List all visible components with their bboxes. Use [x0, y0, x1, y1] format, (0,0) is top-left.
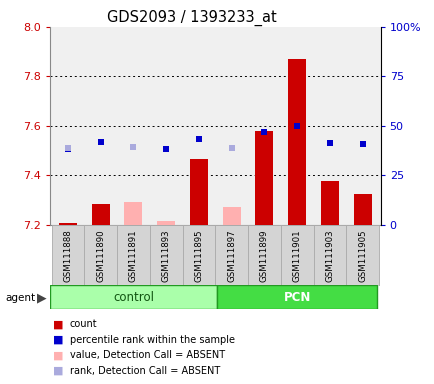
Bar [215, 225, 247, 286]
Bar [345, 225, 378, 286]
Text: GSM111897: GSM111897 [227, 229, 236, 282]
Text: GSM111899: GSM111899 [260, 229, 268, 281]
Bar [124, 202, 142, 225]
Text: GSM111890: GSM111890 [96, 229, 105, 282]
Text: GSM111895: GSM111895 [194, 229, 203, 282]
Text: GSM111903: GSM111903 [325, 229, 334, 282]
Text: percentile rank within the sample: percentile rank within the sample [69, 335, 234, 345]
Bar [320, 181, 338, 225]
Text: GSM111905: GSM111905 [357, 229, 366, 282]
Bar [157, 221, 175, 225]
Text: ■: ■ [53, 319, 64, 329]
Text: PCN: PCN [283, 291, 310, 304]
Bar [280, 225, 313, 286]
Text: control: control [113, 291, 154, 304]
Text: count: count [69, 319, 97, 329]
Text: value, Detection Call = ABSENT: value, Detection Call = ABSENT [69, 350, 224, 360]
Bar [59, 223, 77, 225]
Text: ▶: ▶ [36, 291, 46, 305]
Bar [182, 225, 215, 286]
Bar [287, 59, 306, 225]
Bar [117, 225, 150, 286]
Bar [50, 285, 217, 309]
Bar [255, 131, 273, 225]
Text: GSM111901: GSM111901 [292, 229, 301, 282]
Bar [222, 207, 240, 225]
Bar [353, 194, 371, 225]
Text: ■: ■ [53, 350, 64, 360]
Bar [52, 225, 84, 286]
Text: GDS2093 / 1393233_at: GDS2093 / 1393233_at [106, 10, 276, 26]
Bar [217, 285, 376, 309]
Text: rank, Detection Call = ABSENT: rank, Detection Call = ABSENT [69, 366, 219, 376]
Bar [150, 225, 182, 286]
Bar [84, 225, 117, 286]
Text: GSM111891: GSM111891 [129, 229, 138, 282]
Text: ■: ■ [53, 366, 64, 376]
Text: GSM111888: GSM111888 [63, 229, 72, 282]
Bar [190, 159, 207, 225]
Text: ■: ■ [53, 335, 64, 345]
Bar [247, 225, 280, 286]
Text: agent: agent [5, 293, 35, 303]
Text: GSM111893: GSM111893 [161, 229, 170, 282]
Bar [313, 225, 345, 286]
Bar [92, 204, 109, 225]
